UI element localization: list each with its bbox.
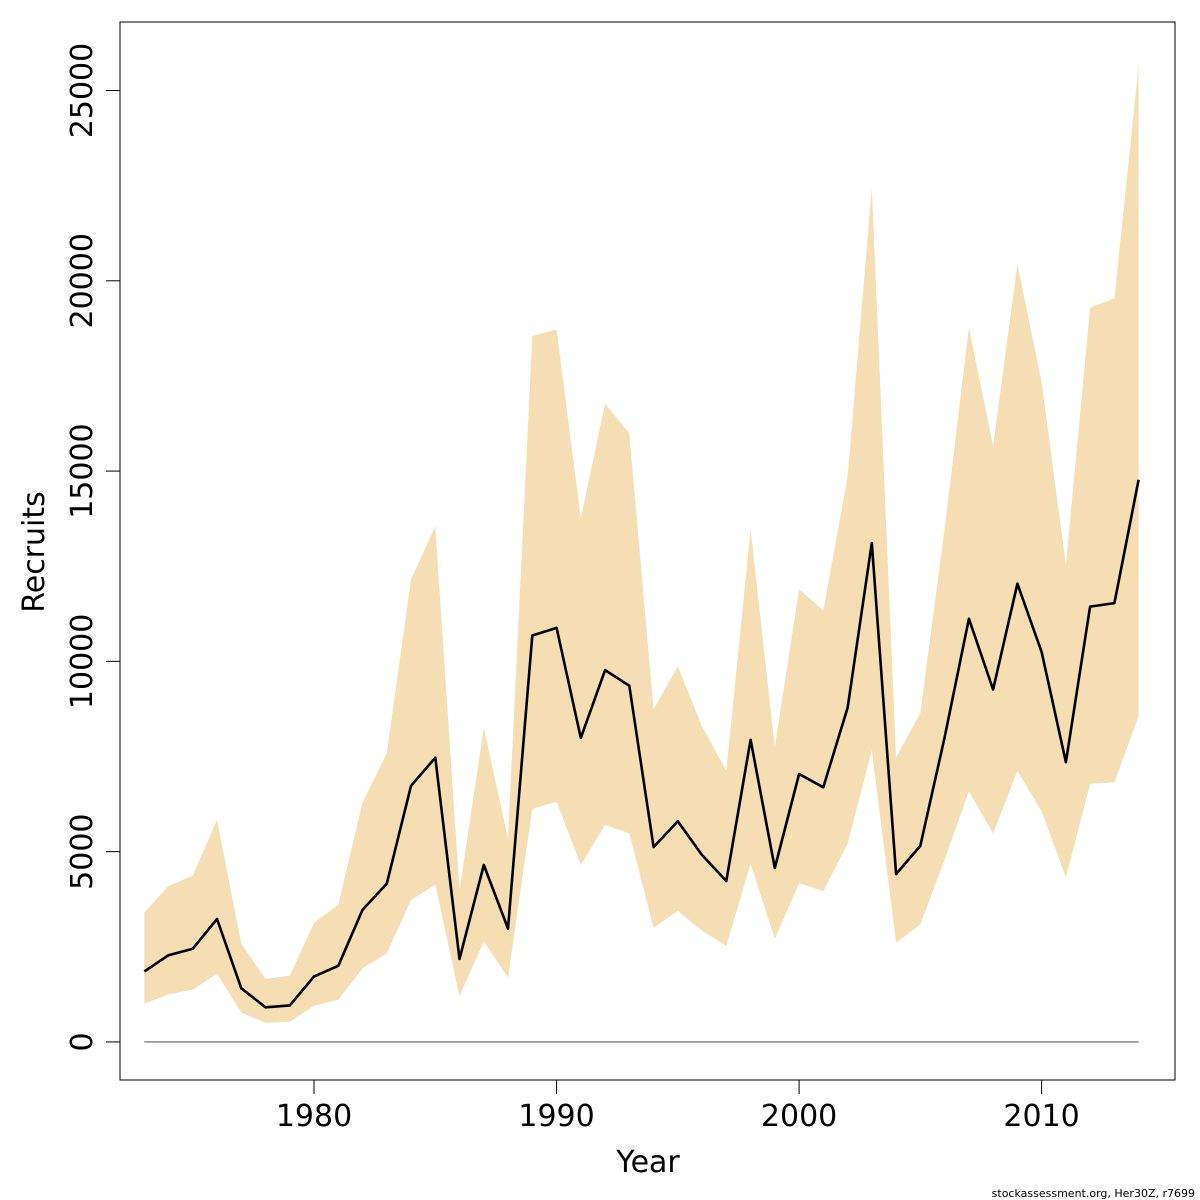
y-tick-label: 10000 bbox=[65, 614, 100, 709]
y-tick-label: 15000 bbox=[65, 423, 100, 518]
recruits-line bbox=[143, 479, 1140, 1009]
x-tick-label: 1980 bbox=[276, 1099, 352, 1134]
y-tick-label: 0 bbox=[65, 1032, 100, 1051]
y-tick-label: 25000 bbox=[65, 43, 100, 138]
x-tick-label: 1990 bbox=[518, 1099, 594, 1134]
x-axis: 1980 1990 2000 2010 bbox=[276, 1079, 1080, 1134]
x-tick-label: 2010 bbox=[1003, 1099, 1079, 1134]
x-tick-label: 2000 bbox=[761, 1099, 837, 1134]
y-axis-title: Recruits bbox=[17, 491, 52, 613]
y-tick-label: 5000 bbox=[65, 813, 100, 889]
y-tick-label: 20000 bbox=[65, 233, 100, 328]
confidence-band bbox=[144, 65, 1139, 1023]
footer-credit: stockassessment.org, Her30Z, r7699 bbox=[992, 1187, 1195, 1200]
y-axis: 0 5000 10000 15000 20000 25000 bbox=[65, 43, 121, 1051]
x-axis-title: Year bbox=[615, 1145, 680, 1180]
